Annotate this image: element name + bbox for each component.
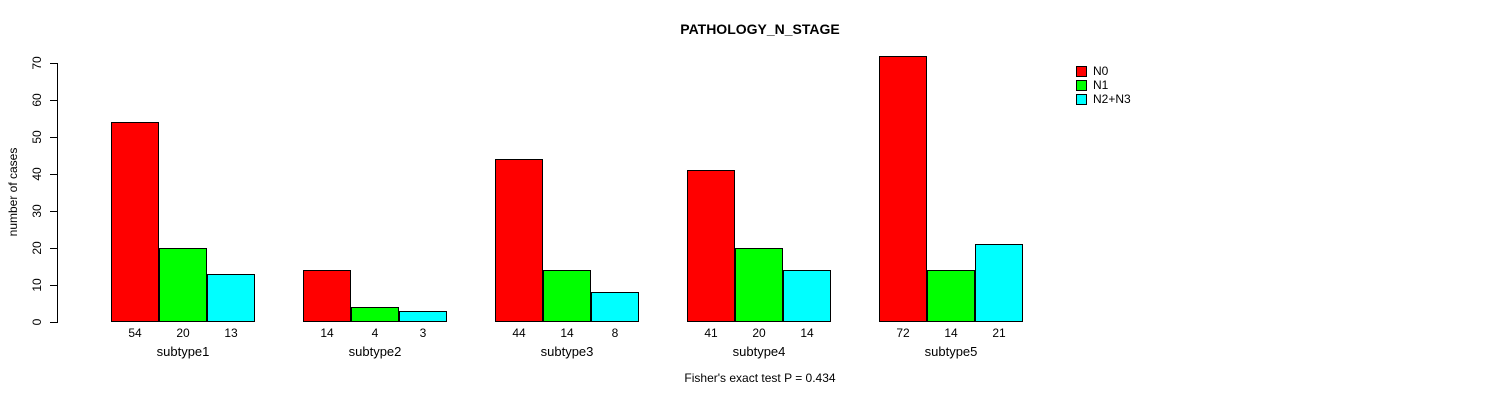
bar-n2-n3 <box>783 270 831 322</box>
category-label: subtype2 <box>348 344 402 359</box>
bar-n2-n3 <box>399 311 447 322</box>
category-label: subtype3 <box>540 344 594 359</box>
bar-n2-n3 <box>207 274 255 322</box>
bar-value-label: 13 <box>224 326 238 340</box>
y-tick <box>50 285 57 286</box>
bar-value-label: 20 <box>752 326 766 340</box>
legend-label: N2+N3 <box>1093 92 1131 106</box>
bar-value-label: 3 <box>419 326 427 340</box>
category-label: subtype5 <box>924 344 978 359</box>
y-tick-label: 20 <box>30 241 44 255</box>
bar-n0 <box>687 170 735 322</box>
legend-swatch-n0 <box>1076 65 1087 77</box>
legend-item: N2+N3 <box>1076 92 1131 106</box>
bar-n2-n3 <box>591 292 639 322</box>
y-tick-label: 50 <box>30 130 44 144</box>
bar-value-label: 14 <box>320 326 334 340</box>
bar-value-label: 8 <box>611 326 619 340</box>
y-tick-label: 0 <box>30 318 44 326</box>
bar-n0 <box>303 270 351 322</box>
y-tick <box>50 100 57 101</box>
legend-swatch-n1 <box>1076 79 1087 91</box>
y-tick <box>50 174 57 175</box>
legend-label: N0 <box>1093 64 1109 78</box>
bar-n1 <box>159 248 207 322</box>
bar-n2-n3 <box>975 244 1023 322</box>
bar-value-label: 41 <box>704 326 718 340</box>
category-label: subtype1 <box>156 344 210 359</box>
y-tick <box>50 211 57 212</box>
bar-n1 <box>735 248 783 322</box>
legend-item: N0 <box>1076 64 1131 78</box>
y-axis-line <box>57 63 58 323</box>
annotation-text: Fisher's exact test P = 0.434 <box>684 371 836 385</box>
chart-title: PATHOLOGY_N_STAGE <box>680 21 840 37</box>
y-tick <box>50 248 57 249</box>
bar-n1 <box>351 307 399 322</box>
bar-value-label: 72 <box>896 326 910 340</box>
y-tick-label: 30 <box>30 204 44 218</box>
y-tick <box>50 137 57 138</box>
bar-n1 <box>543 270 591 322</box>
y-tick-label: 40 <box>30 167 44 181</box>
bar-n0 <box>879 56 927 322</box>
bar-n0 <box>495 159 543 322</box>
bar-n1 <box>927 270 975 322</box>
legend-swatch-n2-n3 <box>1076 93 1087 105</box>
bar-value-label: 44 <box>512 326 526 340</box>
y-tick <box>50 322 57 323</box>
y-axis-label: number of cases <box>6 147 20 237</box>
y-tick-label: 60 <box>30 93 44 107</box>
bar-value-label: 4 <box>371 326 379 340</box>
bar-n0 <box>111 122 159 322</box>
legend: N0 N1 N2+N3 <box>1076 64 1131 106</box>
y-tick-label: 70 <box>30 56 44 70</box>
legend-item: N1 <box>1076 78 1131 92</box>
y-tick-label: 10 <box>30 278 44 292</box>
legend-label: N1 <box>1093 78 1109 92</box>
bar-value-label: 54 <box>128 326 142 340</box>
bar-value-label: 14 <box>944 326 958 340</box>
bar-value-label: 21 <box>992 326 1006 340</box>
category-label: subtype4 <box>732 344 786 359</box>
y-tick <box>50 63 57 64</box>
bar-value-label: 20 <box>176 326 190 340</box>
bar-value-label: 14 <box>800 326 814 340</box>
bar-value-label: 14 <box>560 326 574 340</box>
